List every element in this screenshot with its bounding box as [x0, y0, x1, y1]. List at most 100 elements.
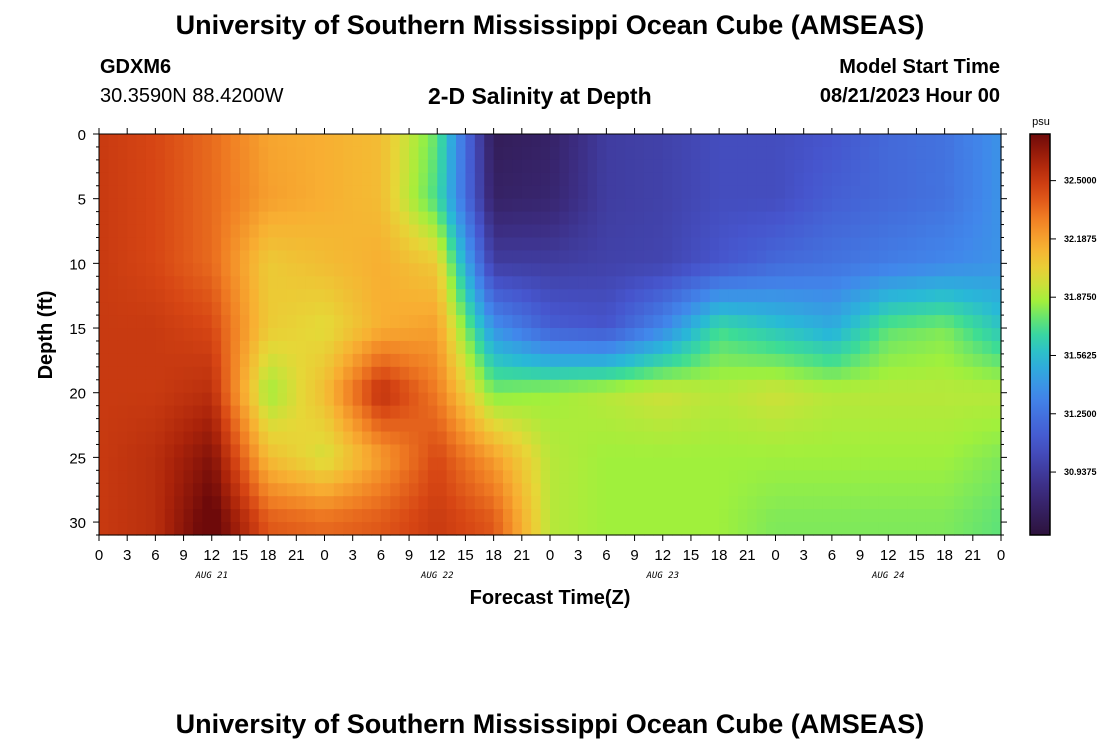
- heatmap-cell: [625, 302, 636, 316]
- heatmap-cell: [202, 418, 213, 433]
- heatmap-cell: [484, 444, 495, 458]
- heatmap-cell: [456, 146, 467, 161]
- heatmap-cell: [484, 392, 495, 407]
- heatmap-cell: [117, 159, 128, 174]
- heatmap-cell: [352, 172, 363, 187]
- heatmap-cell: [756, 198, 767, 213]
- heatmap-cell: [343, 470, 354, 484]
- heatmap-cell: [728, 457, 739, 471]
- heatmap-cell: [766, 431, 777, 446]
- heatmap-cell: [550, 457, 560, 471]
- heatmap-cell: [174, 418, 185, 433]
- heatmap-cell: [277, 250, 288, 264]
- heatmap-cell: [108, 134, 119, 148]
- heatmap-cell: [662, 509, 673, 523]
- heatmap-cell: [578, 276, 589, 290]
- heatmap-cell: [737, 392, 748, 407]
- heatmap-cell: [380, 509, 391, 523]
- heatmap-cell: [531, 522, 542, 536]
- heatmap-cell: [916, 470, 927, 484]
- heatmap-cell: [935, 146, 946, 161]
- heatmap-cell: [860, 185, 871, 200]
- heatmap-cell: [465, 431, 476, 446]
- heatmap-cell: [286, 483, 297, 497]
- heatmap-cell: [155, 237, 166, 252]
- heatmap-cell: [737, 379, 748, 394]
- heatmap-cell: [709, 185, 720, 200]
- heatmap-cell: [305, 405, 316, 420]
- heatmap-cell: [634, 470, 645, 484]
- heatmap-cell: [456, 237, 467, 252]
- heatmap-cell: [963, 457, 974, 471]
- heatmap-cell: [192, 159, 203, 174]
- heatmap-cell: [296, 185, 307, 200]
- heatmap-cell: [784, 211, 795, 226]
- heatmap-cell: [568, 289, 579, 303]
- heatmap-cell: [803, 379, 814, 394]
- heatmap-cell: [352, 496, 363, 510]
- heatmap-cell: [615, 237, 626, 252]
- heatmap-cell: [700, 172, 711, 187]
- heatmap-cell: [662, 146, 673, 161]
- heatmap-cell: [512, 353, 523, 368]
- heatmap-cell: [963, 237, 974, 252]
- heatmap-cell: [258, 185, 269, 200]
- heatmap-cell: [982, 340, 993, 355]
- heatmap-cell: [399, 431, 410, 446]
- heatmap-cell: [972, 263, 983, 277]
- heatmap-cell: [888, 302, 899, 316]
- heatmap-cell: [897, 211, 908, 226]
- heatmap-cell: [343, 509, 354, 523]
- heatmap-cell: [155, 211, 166, 226]
- heatmap-cell: [202, 328, 213, 342]
- heatmap-cell: [127, 263, 138, 277]
- heatmap-cell: [634, 418, 645, 433]
- heatmap-cell: [286, 302, 297, 316]
- heatmap-cell: [672, 496, 683, 510]
- heatmap-cell: [174, 457, 185, 471]
- heatmap-cell: [954, 224, 965, 239]
- heatmap-cell: [662, 211, 673, 226]
- heatmap-cell: [136, 483, 147, 497]
- heatmap-cell: [512, 431, 523, 446]
- heatmap-cell: [99, 302, 109, 316]
- heatmap-cell: [493, 185, 504, 200]
- heatmap-cell: [333, 224, 344, 239]
- heatmap-cell: [164, 237, 175, 252]
- heatmap-cell: [512, 470, 523, 484]
- heatmap-cell: [202, 237, 213, 252]
- heatmap-cell: [343, 353, 354, 368]
- heatmap-cell: [728, 431, 739, 446]
- heatmap-cell: [775, 276, 786, 290]
- heatmap-cell: [784, 289, 795, 303]
- heatmap-cell: [747, 211, 758, 226]
- heatmap-cell: [916, 457, 927, 471]
- heatmap-cell: [352, 185, 363, 200]
- heatmap-cell: [550, 353, 560, 368]
- heatmap-cell: [474, 509, 485, 523]
- heatmap-cell: [418, 198, 429, 213]
- heatmap-cell: [399, 159, 410, 174]
- heatmap-cell: [737, 237, 748, 252]
- heatmap-cell: [672, 211, 683, 226]
- heatmap-cell: [625, 405, 636, 420]
- heatmap-cell: [493, 418, 504, 433]
- heatmap-cell: [484, 328, 495, 342]
- heatmap-cell: [324, 224, 335, 239]
- heatmap-cell: [803, 457, 814, 471]
- heatmap-cell: [296, 366, 307, 381]
- heatmap-cell: [145, 172, 156, 187]
- heatmap-cell: [512, 340, 523, 355]
- heatmap-cell: [221, 392, 232, 407]
- heatmap-cell: [869, 418, 880, 433]
- heatmap-cell: [775, 198, 786, 213]
- heatmap-cell: [512, 134, 523, 148]
- heatmap-cell: [540, 353, 551, 368]
- heatmap-cell: [239, 250, 250, 264]
- heatmap-cell: [728, 198, 739, 213]
- heatmap-cell: [409, 470, 420, 484]
- heatmap-cell: [446, 159, 457, 174]
- heatmap-cell: [503, 496, 514, 510]
- heatmap-cell: [888, 522, 899, 536]
- heatmap-cell: [390, 263, 401, 277]
